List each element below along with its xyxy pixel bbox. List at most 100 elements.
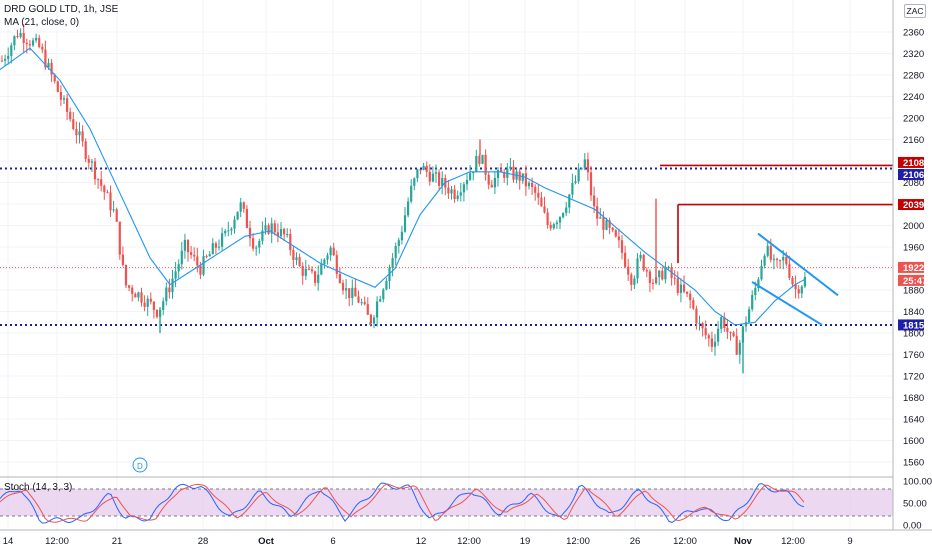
dividend-marker-label: D: [137, 462, 143, 471]
candle-body: [549, 224, 552, 229]
price-tag-countdown: 25:47: [903, 276, 927, 287]
price-tick-label: 1880: [903, 286, 924, 297]
candle-body: [571, 182, 574, 195]
candle-body: [732, 332, 735, 337]
candle-body: [314, 271, 317, 283]
candle-body: [599, 217, 602, 219]
candle-body: [379, 299, 382, 302]
candle-body: [50, 62, 53, 75]
candle-body: [788, 264, 791, 278]
candle-body: [540, 197, 543, 207]
chart-grid: [0, 0, 893, 530]
candle-body: [245, 208, 248, 228]
candle-body: [438, 172, 441, 186]
channel-lower-line: [751, 281, 823, 326]
channel-drawing[interactable]: [751, 232, 839, 326]
candle-body: [230, 228, 233, 231]
candle-body: [658, 270, 661, 278]
candle-body: [555, 222, 558, 225]
candle-body: [326, 255, 329, 260]
time-tick-label: 12:00: [45, 536, 69, 547]
candle-body: [512, 166, 515, 180]
ma-legend[interactable]: MA (21, close, 0): [4, 17, 80, 28]
candle-body: [307, 268, 310, 270]
candle-body: [679, 284, 682, 293]
candle-body: [202, 256, 205, 275]
candle-body: [729, 331, 732, 333]
candle-body: [248, 227, 252, 239]
dividend-marker[interactable]: [132, 457, 148, 473]
candle-body: [503, 172, 506, 178]
stoch-legend[interactable]: Stoch (14, 3, 3): [4, 482, 73, 493]
candle-body: [236, 211, 239, 220]
price-tick-label: 1560: [903, 458, 924, 469]
candle-body: [478, 156, 481, 164]
candle-body: [465, 179, 469, 185]
candle-body: [493, 178, 496, 188]
time-axis[interactable]: 14 12:00 21 28 Oct 6 12 12:00 19 12:00 26 12:00 Nov 1…: [3, 536, 853, 547]
candle-body: [190, 252, 193, 255]
candle-body: [162, 301, 165, 310]
channel-upper-line: [757, 232, 839, 297]
candle-body: [211, 243, 214, 255]
candle-body: [710, 338, 713, 347]
candle-body: [227, 230, 230, 232]
price-tick-label: 1600: [903, 436, 924, 447]
price-tick-label: 1800: [903, 329, 924, 340]
candle-body: [10, 45, 13, 56]
candle-body: [221, 233, 224, 247]
price-tag-1815: 1815: [903, 320, 925, 331]
candle-body: [196, 256, 199, 266]
candle-body: [484, 154, 487, 175]
candle-body: [84, 141, 87, 159]
candle-body: [155, 309, 159, 317]
symbol-legend[interactable]: DRD GOLD LTD, 1h, JSE: [4, 4, 119, 15]
candle-body: [720, 317, 723, 329]
price-tick-label: 1640: [903, 415, 924, 426]
candle-body: [469, 173, 472, 180]
candle-body: [335, 255, 338, 275]
candle-body: [146, 298, 149, 307]
candle-body: [372, 317, 376, 324]
candle-body: [624, 252, 627, 267]
candle-body: [103, 185, 106, 193]
candle-body: [568, 194, 571, 208]
candle-body: [31, 40, 35, 46]
candle-body: [348, 288, 351, 299]
candle-body: [115, 209, 118, 222]
price-tick-label: 2160: [903, 135, 924, 146]
candle-body: [785, 256, 788, 265]
currency-badge[interactable]: ZAC: [904, 4, 926, 18]
candle-body: [676, 278, 679, 293]
price-axis[interactable]: 2360232022802240220021602120208020402000…: [903, 28, 924, 469]
candle-body: [382, 289, 385, 300]
price-tag-2108-bg: [898, 156, 924, 168]
candle-body: [97, 179, 100, 181]
candle-body: [620, 240, 624, 253]
time-tick-label: 12:00: [781, 536, 805, 547]
candle-body: [611, 227, 614, 231]
candle-body: [193, 254, 196, 257]
candle-body: [66, 98, 69, 112]
candle-body: [354, 287, 357, 297]
candle-body: [267, 225, 270, 234]
candle-body: [109, 192, 112, 211]
time-tick-label: 6: [330, 536, 335, 547]
candle-body: [717, 328, 720, 342]
candle-body: [217, 246, 221, 248]
candle-body: [413, 178, 416, 186]
candle-body: [496, 170, 500, 179]
candle-body: [44, 49, 47, 68]
price-tag-2106: 2106: [903, 170, 924, 181]
candle-body: [168, 287, 171, 293]
candle-body: [589, 172, 593, 196]
candle-body: [434, 172, 438, 174]
price-tag-countdown-bg: [898, 274, 924, 286]
candle-body: [81, 131, 84, 142]
candle-body: [255, 247, 258, 249]
level-lines: [0, 164, 893, 326]
candle-body: [118, 221, 121, 255]
price-tag-2039: 2039: [903, 200, 924, 211]
candle-body: [317, 274, 320, 283]
